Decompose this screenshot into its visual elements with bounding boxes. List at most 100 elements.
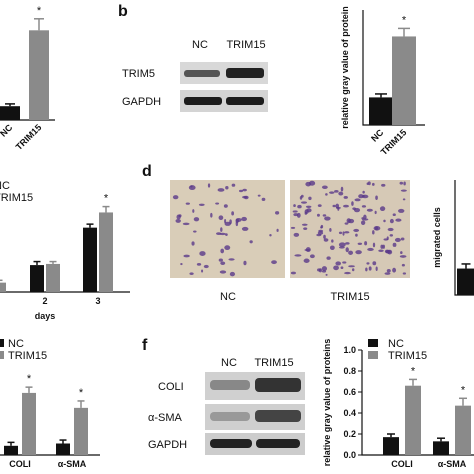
- cell: [353, 208, 361, 213]
- label: 0.8: [343, 366, 356, 376]
- cell: [317, 268, 321, 272]
- label: 0.2: [343, 429, 356, 439]
- cell: [344, 231, 350, 234]
- bar: [392, 36, 416, 126]
- cell: [392, 267, 397, 273]
- cell: [332, 204, 336, 208]
- cell: [269, 234, 272, 237]
- label: *: [37, 5, 42, 17]
- cell: [301, 201, 308, 204]
- cell: [243, 260, 247, 266]
- label: b: [118, 3, 128, 20]
- cell: [325, 273, 328, 276]
- cell: [189, 272, 194, 276]
- cell: [321, 266, 328, 272]
- label: COLI: [158, 381, 184, 393]
- bar: [455, 405, 471, 455]
- cell: [367, 247, 374, 251]
- cell: [220, 248, 225, 254]
- cell: [225, 186, 229, 190]
- cell: [316, 213, 320, 217]
- cell: [218, 215, 224, 221]
- cell: [360, 220, 366, 225]
- label: NC: [0, 180, 10, 192]
- cell: [365, 267, 368, 272]
- cell: [372, 242, 376, 248]
- cell: [182, 222, 190, 226]
- cell: [342, 231, 345, 236]
- cell: [385, 249, 391, 254]
- cell: [231, 211, 235, 216]
- cell: [294, 254, 302, 257]
- cell: [192, 209, 195, 213]
- cell: [329, 245, 335, 250]
- cell: [392, 242, 397, 247]
- cell: [242, 195, 248, 199]
- cell: [398, 208, 405, 213]
- cell: [324, 216, 331, 221]
- cell: [342, 261, 347, 264]
- bar: [0, 106, 20, 120]
- label: NC: [221, 357, 237, 369]
- label: days: [35, 311, 56, 321]
- cell: [386, 236, 389, 241]
- label: 2: [42, 296, 47, 306]
- cell: [340, 266, 344, 269]
- cell: [217, 188, 225, 192]
- cell: [372, 230, 375, 235]
- bar: [56, 443, 70, 455]
- label: f: [142, 337, 148, 354]
- cell: [210, 212, 213, 218]
- cell: [400, 251, 403, 255]
- cell: [338, 191, 344, 196]
- cell: [325, 193, 328, 196]
- cell: [371, 182, 375, 186]
- cell: [180, 262, 183, 266]
- cell: [395, 218, 402, 222]
- bar: [46, 263, 60, 292]
- cell: [193, 217, 200, 222]
- cell: [329, 228, 332, 232]
- cell: [242, 188, 247, 192]
- cell: [383, 219, 386, 223]
- bar: [369, 97, 393, 125]
- label: NC: [192, 39, 208, 51]
- cell: [348, 265, 355, 268]
- cell: [207, 183, 211, 188]
- label: relative gray value of proteins: [322, 339, 332, 467]
- cell: [317, 204, 322, 208]
- bar: [29, 30, 49, 120]
- cell: [219, 270, 227, 274]
- cell: [331, 239, 334, 243]
- label: 0.0: [343, 450, 356, 460]
- label: TRIM15: [8, 350, 47, 362]
- label: TRIM15: [226, 39, 265, 51]
- cell: [375, 266, 378, 271]
- label: COLI: [9, 459, 31, 469]
- cell: [293, 232, 300, 237]
- cell: [366, 208, 373, 212]
- cell: [231, 183, 236, 187]
- cell: [193, 230, 197, 233]
- label: migrated cells: [432, 207, 442, 268]
- cell: [308, 196, 312, 201]
- cell: [305, 247, 311, 253]
- label: NC: [0, 122, 15, 139]
- cell: [309, 254, 315, 259]
- cell: [368, 266, 372, 271]
- cell: [301, 223, 308, 226]
- cell: [293, 213, 299, 217]
- cell: [351, 201, 354, 206]
- label: NC: [220, 291, 236, 303]
- label: NC: [369, 127, 386, 144]
- legend-swatch: [368, 351, 378, 359]
- cell: [196, 262, 202, 266]
- cell: [345, 247, 349, 253]
- cell: [257, 194, 261, 197]
- cell: [351, 268, 355, 272]
- cell: [172, 195, 179, 200]
- cell: [235, 221, 239, 227]
- cell: [384, 272, 391, 275]
- cell: [290, 226, 296, 229]
